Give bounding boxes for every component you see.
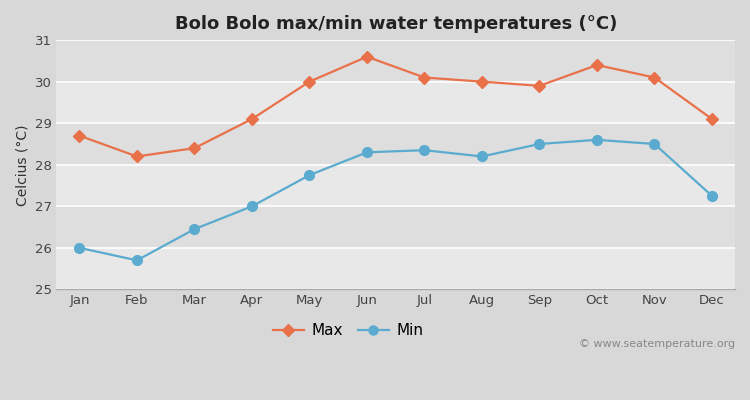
Min: [248, 204, 256, 209]
Min: [592, 138, 602, 142]
Line: Max: Max: [75, 52, 716, 161]
Min: [190, 227, 199, 232]
Bar: [56, 248, 735, 289]
Y-axis label: Celcius (°C): Celcius (°C): [15, 124, 29, 206]
Min: [75, 246, 84, 250]
Min: [535, 142, 544, 146]
Max: [248, 117, 256, 122]
Max: [592, 63, 602, 68]
Bar: [56, 123, 735, 165]
Line: Min: Min: [74, 135, 717, 265]
Min: [707, 194, 716, 198]
Max: [190, 146, 199, 150]
Bar: [56, 165, 735, 206]
Max: [535, 84, 544, 88]
Bar: [56, 206, 735, 248]
Max: [478, 79, 487, 84]
Min: [362, 150, 371, 155]
Max: [362, 54, 371, 59]
Min: [650, 142, 659, 146]
Max: [650, 75, 659, 80]
Bar: [56, 40, 735, 82]
Min: [478, 154, 487, 159]
Bar: [56, 82, 735, 123]
Min: [420, 148, 429, 153]
Text: © www.seatemperature.org: © www.seatemperature.org: [579, 339, 735, 349]
Max: [305, 79, 314, 84]
Max: [420, 75, 429, 80]
Legend: Max, Min: Max, Min: [267, 317, 430, 344]
Title: Bolo Bolo max/min water temperatures (°C): Bolo Bolo max/min water temperatures (°C…: [175, 15, 617, 33]
Max: [707, 117, 716, 122]
Max: [133, 154, 142, 159]
Max: [75, 133, 84, 138]
Min: [133, 258, 142, 263]
Min: [305, 173, 314, 178]
